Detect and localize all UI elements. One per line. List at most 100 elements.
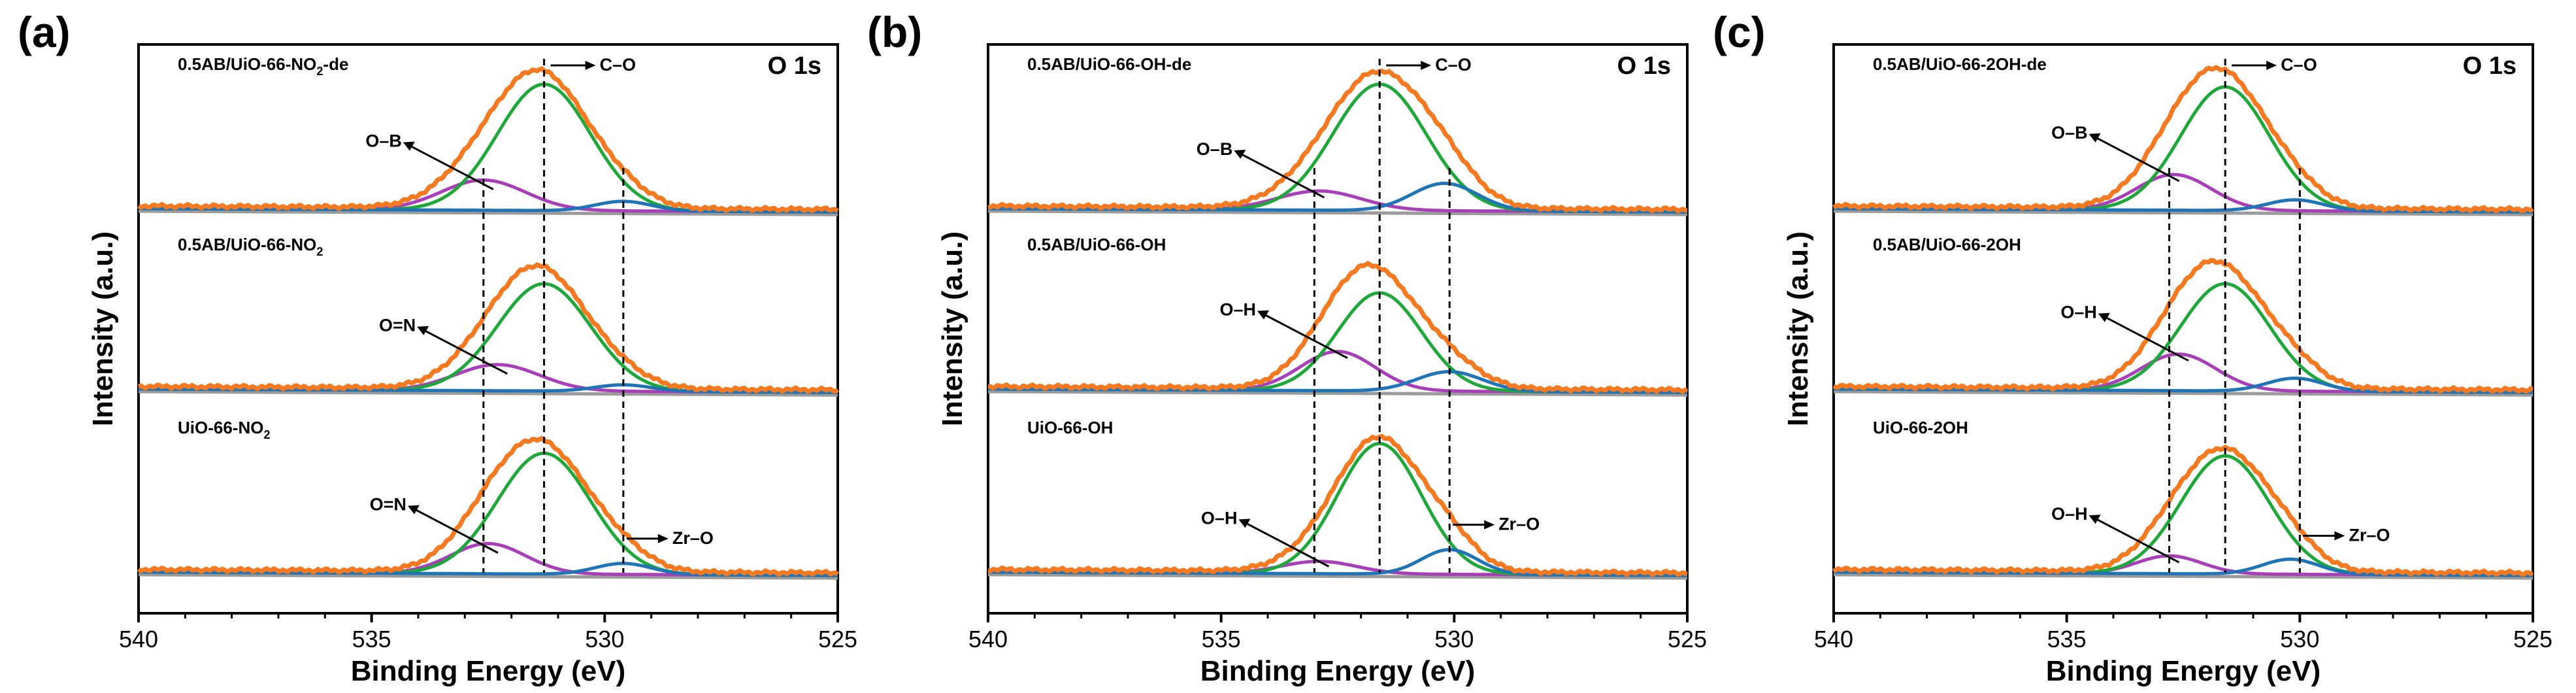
arrow-head [2098, 313, 2110, 322]
panel-c: (c) Intensity (a.u.) 540 535 530 525 Binding E… [1713, 8, 2552, 687]
sample-label: 0.5AB/UiO-66-2OH-de [1873, 54, 2047, 74]
sample-label: 0.5AB/UiO-66-NO2 [178, 235, 323, 258]
y-axis-title: Intensity (a.u.) [936, 231, 968, 426]
plot-frame [1832, 43, 2534, 615]
background-line [138, 390, 838, 397]
arrow-head [417, 326, 429, 335]
x-tick-label: 530 [1434, 626, 1474, 652]
peak-annotation-label: O–H [2060, 303, 2097, 322]
spectrum-0: 0.5AB/UiO-66-2OH-de O–B C–O [1832, 54, 2534, 216]
background-line [987, 390, 1688, 397]
sample-label-main: 0.5AB/UiO-66-OH [1027, 235, 1166, 254]
component-zr-o-curve [988, 181, 1687, 214]
x-tick-label: 535 [1202, 626, 1241, 652]
background-line [1833, 209, 2534, 216]
sample-label-main: 0.5AB/UiO-66-NO [178, 235, 316, 254]
panel-letter: (a) [18, 8, 71, 56]
arrow-head [585, 61, 596, 70]
sample-label-main: 0.5AB/UiO-66-OH-de [1027, 54, 1191, 74]
arrow-head [1421, 61, 1432, 70]
spectrum-0: 0.5AB/UiO-66-OH-de O–B C–O [987, 54, 1688, 216]
annotation-arrow [1237, 151, 1325, 199]
annotation-arrow [1261, 312, 1348, 359]
arrow-head [1257, 310, 1269, 320]
sample-label-suffix: -de [323, 54, 348, 74]
background-line [138, 209, 838, 216]
sample-label-subscript: 2 [263, 428, 270, 441]
peak-annotation-label: O–H [1201, 508, 1238, 528]
x-axis-title: Binding Energy (eV) [351, 655, 625, 687]
x-axis-title: Binding Energy (eV) [1200, 655, 1475, 687]
x-axis-title: Binding Energy (eV) [2046, 655, 2320, 687]
component-c-o-curve [139, 82, 838, 214]
arrow-head [2089, 133, 2101, 143]
x-tick-label: 540 [968, 626, 1008, 652]
annotation-arrow [2102, 314, 2189, 362]
peak-annotation-label: Zr–O [672, 528, 714, 548]
component-zr-o-curve [1834, 198, 2533, 214]
peak-annotation-label: C–O [2281, 55, 2317, 75]
peak-annotation-label: C–O [1435, 55, 1472, 75]
panel-letter: (b) [867, 8, 922, 56]
plot-frame [137, 43, 839, 615]
spectrum-2: UiO-66-2OH O–H Zr–O [1832, 418, 2534, 580]
background-line [987, 209, 1688, 216]
core-level-label: O 1s [2463, 52, 2517, 80]
core-level-label: O 1s [1617, 52, 1671, 80]
sample-label-main: UiO-66-2OH [1873, 418, 1968, 437]
panel-b: (b) Intensity (a.u.) 540 535 530 525 Binding E… [867, 8, 1707, 687]
arrow-head [1234, 150, 1246, 160]
background-line [138, 573, 838, 580]
arrow-head [1484, 520, 1495, 530]
sample-label: UiO-66-OH [1027, 418, 1113, 437]
arrow-head [657, 533, 669, 543]
y-axis-title: Intensity (a.u.) [87, 231, 119, 426]
peak-annotation-label: O–H [2051, 504, 2088, 524]
annotation-arrow [411, 507, 499, 554]
sample-label: 0.5AB/UiO-66-OH [1027, 235, 1166, 254]
sample-label: 0.5AB/UiO-66-2OH [1873, 235, 2021, 254]
sample-label: 0.5AB/UiO-66-NO2-de [178, 54, 348, 78]
spectrum-0: 0.5AB/UiO-66-NO2-de O–B C–O [137, 54, 839, 216]
sample-label: 0.5AB/UiO-66-OH-de [1027, 54, 1191, 74]
component-c-o-curve [988, 441, 1687, 577]
x-tick-label: 535 [2047, 626, 2087, 652]
envelope-curve [137, 262, 839, 394]
x-tick-label: 525 [1668, 626, 1707, 652]
sample-label-subscript: 2 [316, 65, 323, 78]
envelope-curve [1832, 445, 2534, 577]
x-tick-label: 540 [1814, 626, 1853, 652]
component-c-o-curve [139, 451, 838, 577]
peak-annotation-label: C–O [600, 55, 636, 75]
envelope-curve [137, 66, 839, 214]
x-tick-label: 530 [585, 626, 624, 652]
background-line [1833, 573, 2534, 580]
envelope-curve [137, 435, 839, 577]
spectrum-2: UiO-66-OH O–H Zr–O [987, 418, 1688, 580]
peak-annotation-label: Zr–O [1498, 515, 1540, 534]
x-tick-label: 525 [2513, 626, 2552, 652]
envelope-curve [987, 433, 1688, 577]
component-c-o-curve [1834, 85, 2533, 214]
sample-label-main: UiO-66-NO [178, 418, 263, 437]
envelope-curve [1832, 65, 2534, 214]
x-tick-label: 535 [352, 626, 391, 652]
sample-label: UiO-66-NO2 [178, 418, 270, 441]
spectrum-2: UiO-66-NO2 O=N Zr–O [137, 418, 839, 580]
arrow-head [408, 505, 420, 515]
component-c-o-curve [139, 282, 838, 394]
spectrum-1: 0.5AB/UiO-66-NO2 O=N [137, 235, 839, 397]
component-zr-o-curve [1834, 557, 2533, 577]
sample-label-main: 0.5AB/UiO-66-2OH-de [1873, 54, 2047, 74]
sample-label-main: 0.5AB/UiO-66-2OH [1873, 235, 2021, 254]
spectrum-1: 0.5AB/UiO-66-OH O–H [987, 235, 1689, 397]
envelope-curve [987, 68, 1688, 214]
background-line [987, 573, 1688, 580]
y-axis-title: Intensity (a.u.) [1782, 231, 1814, 426]
peak-annotation-label: O=N [370, 495, 406, 515]
component-c-o-curve [988, 291, 1687, 394]
spectrum-1: 0.5AB/UiO-66-2OH O–H [1832, 235, 2534, 397]
arrow-head [1238, 518, 1251, 528]
panel-a: (a) Intensity (a.u.) 540 535 530 525 Binding E… [18, 8, 857, 687]
